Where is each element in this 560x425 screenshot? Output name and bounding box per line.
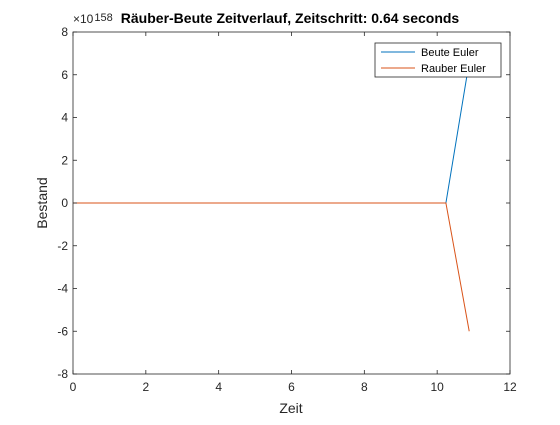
x-tick-label: 8 <box>361 380 368 394</box>
legend-label-rauber-euler: Rauber Euler <box>421 63 486 75</box>
y-tick-label: 8 <box>61 25 68 39</box>
y-axis-label: Bestand <box>34 177 50 228</box>
chart-title: Räuber-Beute Zeitverlauf, Zeitschritt: 0… <box>121 10 460 26</box>
y-exponent-base: ×10 <box>73 12 94 26</box>
y-exponent-power: 158 <box>94 12 112 24</box>
x-axis-label: Zeit <box>279 400 302 416</box>
ticks-layer: 0 2 4 6 8 10 12 -8 -6 -4 -2 0 2 4 6 8 <box>57 25 517 394</box>
x-tick-label: 0 <box>70 380 77 394</box>
legend-label-beute-euler: Beute Euler <box>421 47 479 59</box>
legend-box <box>374 42 502 78</box>
x-tick-label: 4 <box>215 380 222 394</box>
y-tick-label: -2 <box>57 239 68 253</box>
y-tick-label: 0 <box>61 196 68 210</box>
series-line-rauber-euler <box>73 202 470 332</box>
x-tick-label: 2 <box>142 380 149 394</box>
x-tick-label: 10 <box>430 380 444 394</box>
y-tick-label: -8 <box>57 367 68 381</box>
y-tick-label: -4 <box>57 282 68 296</box>
x-tick-label: 6 <box>288 380 295 394</box>
series-layer <box>73 61 470 332</box>
y-tick-label: 2 <box>61 153 68 167</box>
y-tick-label: -6 <box>57 324 68 338</box>
x-tick-label: 12 <box>503 380 517 394</box>
y-tick-label: 4 <box>61 111 68 125</box>
legend[interactable]: Beute Euler Rauber Euler <box>374 42 502 78</box>
y-tick-label: 6 <box>61 68 68 82</box>
